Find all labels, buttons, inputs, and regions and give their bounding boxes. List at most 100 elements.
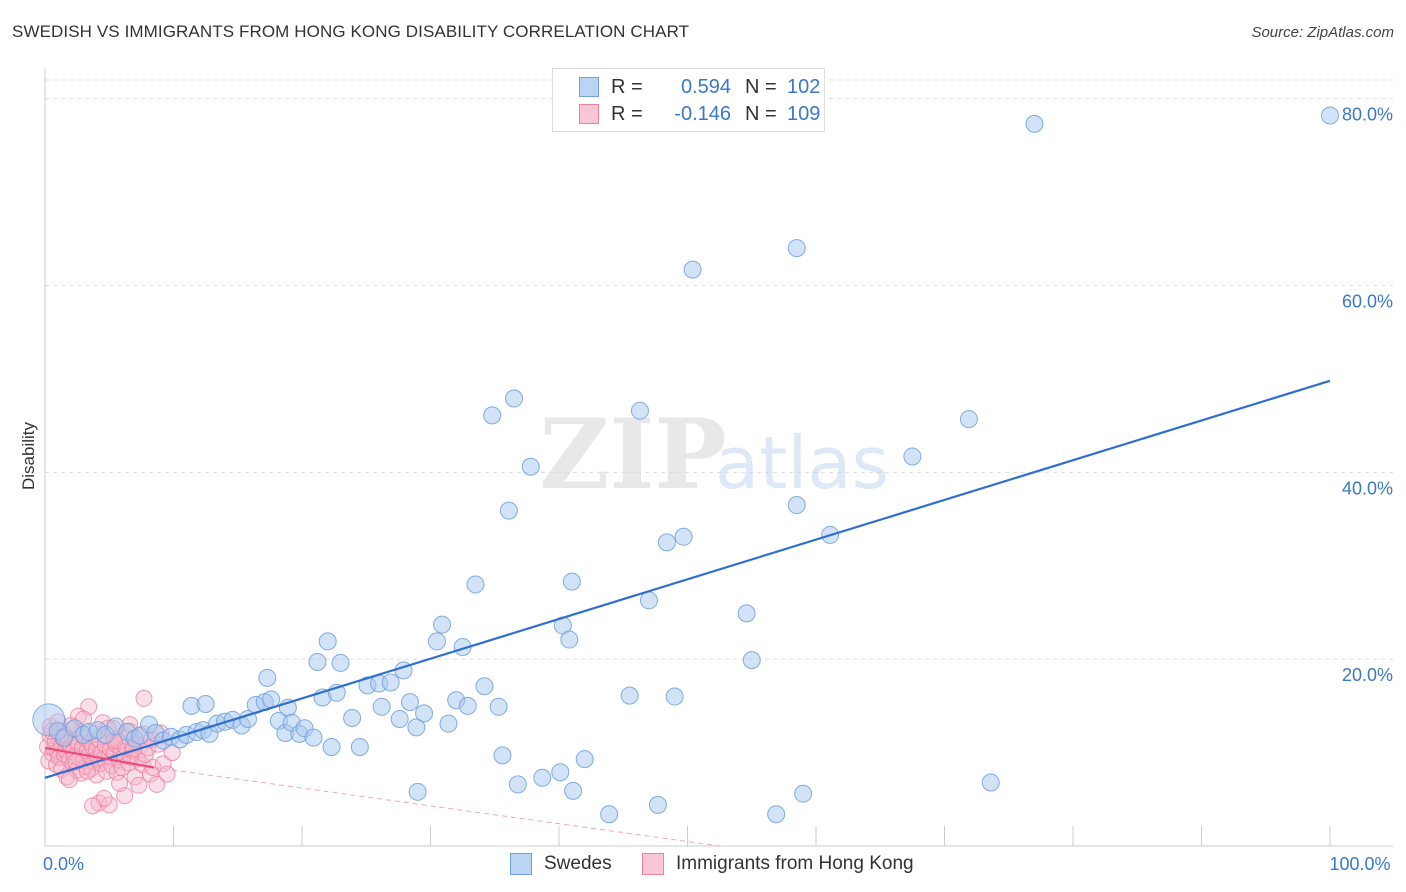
swedes-point — [433, 615, 452, 634]
legend-n-label: N = — [745, 102, 777, 125]
swedes-trend-line — [44, 379, 1331, 779]
swedes-point — [331, 653, 350, 672]
legend-swatch-hk — [642, 853, 664, 875]
hk-trend-extension — [154, 767, 720, 847]
y-tick-label: 80.0% — [1342, 105, 1393, 125]
swedes-point — [560, 630, 579, 649]
swedes-point — [630, 401, 649, 420]
swedes-points — [32, 106, 1339, 824]
swedes-point — [794, 784, 813, 803]
swedes-point — [407, 718, 426, 737]
hk-point — [148, 775, 166, 793]
swedes-point — [562, 572, 581, 591]
swedes-point — [408, 782, 427, 801]
swedes-point — [620, 686, 639, 705]
swedes-point — [372, 697, 391, 716]
swedes-point — [521, 457, 540, 476]
hk-point — [84, 797, 102, 815]
hk-point — [78, 762, 96, 780]
swedes-point — [390, 709, 409, 728]
swedes-point — [787, 239, 806, 258]
watermark-atlas: atlas — [715, 421, 889, 505]
y-tick-label: 40.0% — [1342, 478, 1393, 498]
legend-row-swedes: R = 0.594 N = 102 — [579, 75, 820, 99]
x-tick-label: 0.0% — [43, 854, 84, 874]
swedes-point — [439, 714, 458, 733]
swedes-point — [427, 632, 446, 651]
swedes-point — [533, 768, 552, 787]
swedes-point — [475, 677, 494, 696]
y-tick-label: 20.0% — [1342, 665, 1393, 685]
swedes-point — [674, 527, 693, 546]
swedes-point — [600, 805, 619, 824]
source-label: Source: ZipAtlas.com — [1251, 24, 1394, 41]
swedes-point — [1321, 106, 1339, 125]
chart-title: SWEDISH VS IMMIGRANTS FROM HONG KONG DIS… — [12, 22, 690, 41]
swedes-point — [508, 775, 527, 794]
swedes-point — [551, 763, 570, 782]
label-layer: 20.0% 40.0% 60.0% 80.0% 0.0% 100.0% — [43, 105, 1393, 874]
swedes-point — [787, 496, 806, 515]
legend-swatch-swedes — [510, 853, 532, 875]
legend-label-hk: Immigrants from Hong Kong — [676, 853, 914, 874]
legend-label-swedes: Swedes — [544, 853, 612, 874]
swedes-point — [903, 447, 922, 466]
hk-point — [158, 765, 176, 783]
swedes-point — [258, 668, 277, 687]
swedes-point — [304, 728, 323, 747]
hk-point — [135, 689, 153, 707]
legend-r-label: R = — [611, 102, 643, 125]
hk-point — [111, 774, 129, 792]
swedes-point — [665, 687, 684, 706]
trend-layer — [44, 379, 1331, 847]
swedes-point — [505, 389, 524, 408]
swedes-point — [196, 695, 215, 714]
legend-r-value: -0.146 — [674, 102, 731, 125]
swedes-point — [657, 533, 676, 552]
swedes-point — [466, 575, 485, 594]
swedes-point — [489, 697, 508, 716]
swedes-point — [458, 696, 477, 715]
swedes-point — [322, 737, 341, 756]
swedes-point — [381, 673, 400, 692]
swedes-point — [350, 737, 369, 756]
legend-r-label: R = — [611, 75, 643, 98]
swedes-point — [483, 406, 502, 425]
legend-r-value: 0.594 — [680, 75, 731, 98]
swedes-point — [415, 704, 434, 723]
legend-swatch-swedes — [579, 77, 599, 97]
y-axis-title: Disability — [19, 421, 38, 490]
swedes-point — [343, 709, 362, 728]
swedes-point — [575, 750, 594, 769]
swedes-point — [400, 693, 419, 712]
swedes-point — [564, 781, 583, 800]
hk-trend-line — [44, 746, 155, 769]
swedes-point — [499, 501, 518, 520]
swedes-point — [648, 795, 667, 814]
hk-point — [87, 766, 105, 784]
y-tick-label: 60.0% — [1342, 292, 1393, 312]
x-tick-label: 100.0% — [1329, 854, 1390, 874]
legend-row-hk: R = -0.146 N = 109 — [579, 102, 820, 126]
watermark-zip: ZIP — [539, 398, 726, 511]
swedes-point — [981, 773, 1000, 792]
legend-item-hk[interactable]: Immigrants from Hong Kong — [642, 852, 914, 876]
swedes-point — [318, 632, 337, 651]
legend-item-swedes[interactable]: Swedes — [510, 852, 612, 876]
swedes-point — [959, 410, 978, 429]
swedes-point — [742, 651, 761, 670]
legend-n-value: 109 — [787, 102, 821, 125]
swedes-point — [308, 652, 327, 671]
hk-point — [130, 776, 148, 794]
hk-point — [60, 771, 78, 789]
swedes-point — [737, 604, 756, 623]
swedes-point — [767, 805, 786, 824]
swedes-point — [1025, 114, 1044, 133]
legend-n-label: N = — [745, 75, 777, 98]
legend-swatch-hk — [579, 104, 599, 124]
swedes-point — [639, 591, 658, 610]
swedes-point — [683, 260, 702, 279]
legend-n-value: 102 — [787, 75, 821, 98]
swedes-point — [493, 746, 512, 765]
